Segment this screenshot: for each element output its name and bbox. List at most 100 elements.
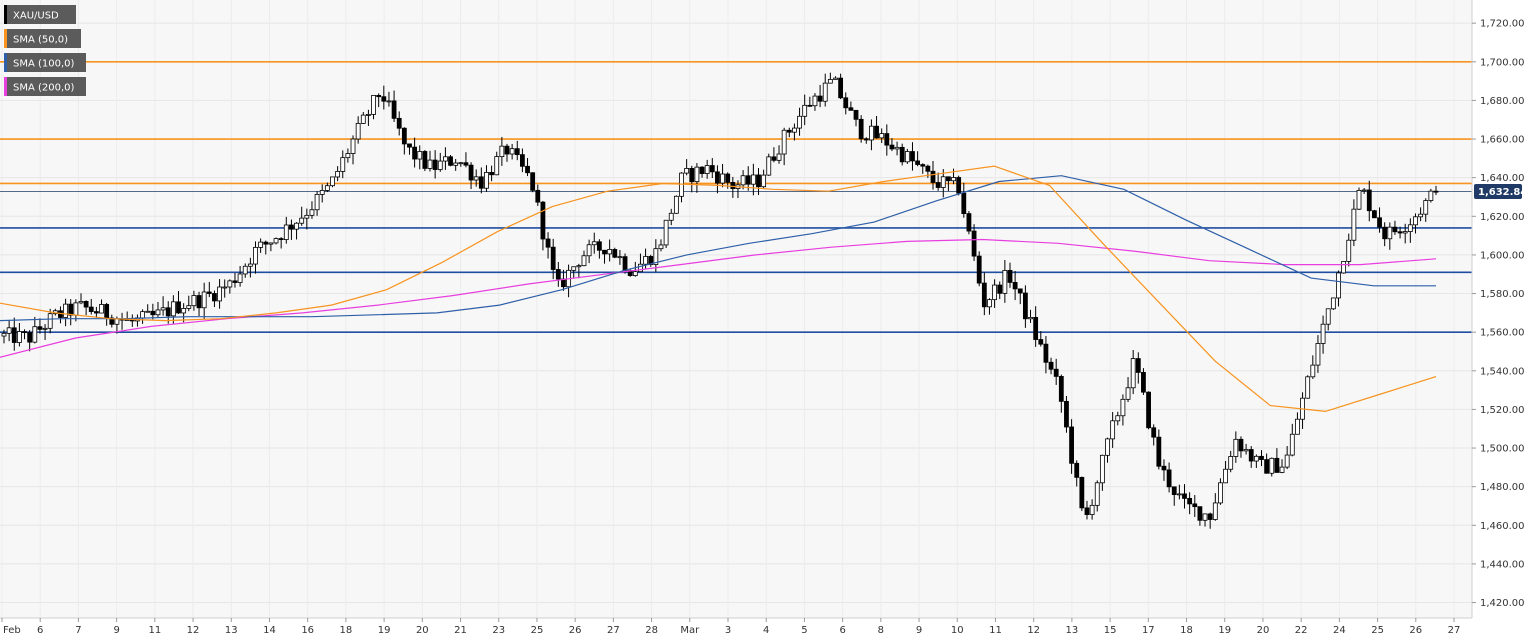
candle-body [643,256,648,265]
candle-body [1289,433,1295,456]
candle-body [946,176,951,182]
candle-body [930,170,936,183]
candle-body [658,244,664,250]
candle-body [1433,190,1439,193]
candle-body [776,153,782,161]
x-tick-label: 19 [1218,625,1231,636]
candle-body [504,145,510,155]
candle-body [1356,190,1362,210]
candle-body [330,176,335,187]
candle-body [1130,358,1136,389]
candle-body [1074,462,1080,478]
candle-body [1310,364,1316,378]
candle-body [812,95,818,107]
candle-body [756,174,761,188]
legend-item-sma100[interactable]: SMA (100,0) [4,53,86,72]
candle-body [715,171,720,184]
legend-item-xauusd[interactable]: XAU/USD [4,5,76,24]
candle-body [489,172,494,176]
candle-body [42,327,48,330]
candle-body [1135,358,1141,373]
candle-body [1,332,7,337]
candle-body [1423,200,1429,215]
candle-body [1284,454,1290,468]
legend-box [4,53,86,72]
x-tick-label: 20 [1257,625,1270,636]
candle-body [1274,457,1280,473]
candle-body [6,327,12,334]
plot-background [0,0,1472,618]
candle-body [206,291,212,294]
candle-body [1110,420,1116,440]
candle-body [150,310,156,316]
candle-body [889,144,895,150]
candle-body [324,185,330,191]
candle-body [761,174,767,188]
candle-body [663,219,669,246]
candle-body [355,122,361,140]
candle-body [1033,317,1039,340]
y-tick-label: 1,720.00 [1480,19,1525,30]
x-tick-label: 27 [607,625,620,636]
candle-body [407,143,412,148]
candle-body [145,310,151,313]
candle-body [863,138,869,141]
candle-body [1141,372,1146,393]
candle-body [283,224,289,240]
candle-body [1315,343,1321,366]
candle-body [170,301,176,317]
candle-body [1428,190,1434,201]
candle-body [848,107,854,111]
candle-body [987,299,992,308]
y-tick-label: 1,500.00 [1480,444,1525,455]
candle-body [1238,438,1244,452]
x-axis: Feb 6 7 9 11 12 13 14 16 18 19 20 21 23 25 26 27 28 Mar 3 4 5… [0,617,1472,636]
candle-body [1064,400,1069,428]
last-price-tag: 1,632.84 [1474,184,1527,200]
candle-body [1156,436,1162,467]
candle-body [237,273,243,283]
candle-body [1377,217,1382,228]
legend-item-sma50[interactable]: SMA (50,0) [4,29,81,48]
candle-body [1264,459,1270,474]
candle-body [78,301,84,304]
candle-body [1161,465,1167,471]
candle-body [509,148,515,155]
candle-body [448,156,453,166]
candle-body [289,224,294,230]
candle-body [858,118,864,140]
x-tick-label: 19 [378,625,391,636]
candle-body [1418,213,1424,218]
candle-body [1069,426,1074,464]
sma-50-line [0,165,1437,413]
candle-body [32,326,38,343]
candle-body [73,302,79,316]
candle-body [622,256,628,272]
x-tick-label: 5 [801,625,807,636]
y-tick-label: 1,440.00 [1480,559,1525,570]
candle-body [247,263,253,267]
candle-body [786,129,792,133]
candle-body [1223,468,1228,484]
legend-item-sma200[interactable]: SMA (200,0) [4,77,86,96]
x-tick-label: 23 [492,625,505,636]
candle-body [258,241,264,248]
x-tick-label: 16 [301,625,314,636]
candle-body [366,114,371,116]
candle-body [299,217,305,224]
candle-body [638,263,643,273]
x-tick-label: 25 [1371,625,1384,636]
candle-body [453,162,459,166]
candle-body [1336,272,1341,299]
candle-body [27,332,33,343]
candle-body [11,327,17,343]
candle-body [432,159,438,170]
candle-body [37,326,43,330]
candle-body [181,308,187,314]
candle-body [920,164,926,167]
candle-body [1048,361,1054,370]
candle-body [104,304,110,319]
candle-body [47,313,53,329]
candle-body [109,317,115,325]
candle-body [386,100,392,103]
